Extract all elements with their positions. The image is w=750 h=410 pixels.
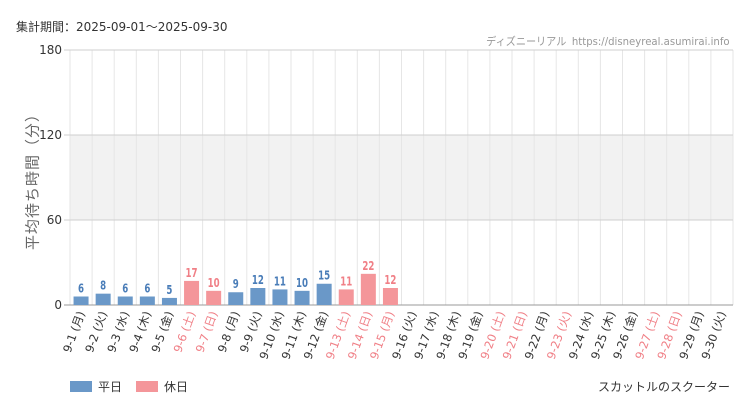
bar	[206, 290, 222, 305]
bar	[139, 296, 155, 305]
y-tick-label: 180	[39, 43, 62, 57]
bar-value-label: 12	[252, 273, 264, 287]
bar	[95, 293, 111, 305]
bar	[117, 296, 133, 305]
bar-value-label: 6	[78, 281, 84, 295]
legend-item-weekday[interactable]: 平日	[70, 378, 122, 395]
bar	[184, 280, 200, 305]
source-name: ディズニーリアル	[486, 35, 567, 48]
bar	[360, 273, 376, 305]
bar-value-label: 8	[100, 279, 106, 293]
bar	[250, 288, 266, 305]
bar	[73, 296, 89, 305]
bar	[382, 288, 398, 305]
bar-value-label: 12	[384, 273, 396, 287]
bar-value-label: 6	[122, 281, 128, 295]
bar	[294, 290, 310, 305]
legend: 平日 休日	[70, 378, 202, 395]
legend-swatch-weekday	[70, 381, 92, 392]
y-tick-label: 120	[39, 128, 62, 142]
bar-value-label: 11	[274, 274, 286, 288]
bar-value-label: 22	[362, 259, 374, 273]
legend-label-holiday: 休日	[164, 380, 189, 394]
legend-item-holiday[interactable]: 休日	[136, 378, 188, 395]
y-tick-label: 0	[54, 298, 62, 312]
legend-label-weekday: 平日	[98, 380, 123, 394]
legend-swatch-holiday	[136, 381, 159, 392]
bar	[272, 289, 288, 305]
bar-value-label: 15	[318, 269, 330, 283]
bar	[161, 297, 177, 305]
bar	[228, 292, 244, 305]
source-url[interactable]: https://disneyreal.asumirai.info	[572, 35, 730, 48]
bar	[338, 289, 354, 305]
source-credit[interactable]: ディズニーリアル https://disneyreal.asumirai.info	[487, 33, 730, 49]
bar-value-label: 11	[340, 274, 352, 288]
bar-value-label: 5	[166, 283, 172, 297]
bar	[316, 283, 332, 305]
y-tick-label: 60	[47, 213, 62, 227]
bar-value-label: 10	[296, 276, 308, 290]
bar-value-label: 6	[144, 281, 150, 295]
bar-value-label: 17	[186, 266, 198, 280]
attraction-name: スカットルのスクーター	[597, 380, 730, 394]
bar-value-label: 9	[233, 277, 239, 291]
bar-value-label: 10	[208, 276, 220, 290]
collection-period: 集計期間：2025-09-01～2025-09-30	[16, 20, 228, 34]
